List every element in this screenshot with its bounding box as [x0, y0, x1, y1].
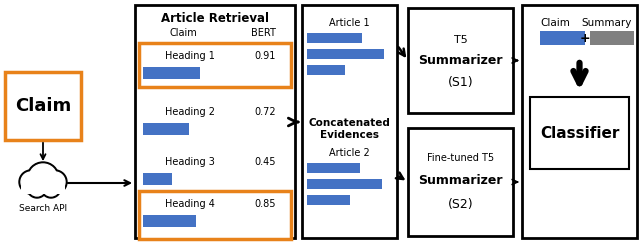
Bar: [21, 186, 65, 194]
Text: 0.45: 0.45: [254, 157, 276, 167]
Text: (S1): (S1): [448, 75, 474, 88]
Bar: [5, 72, 81, 140]
Text: 0.85: 0.85: [254, 199, 276, 209]
Bar: [307, 33, 362, 43]
Text: Heading 2: Heading 2: [165, 107, 215, 117]
Text: Claim: Claim: [540, 18, 570, 28]
Bar: [307, 65, 345, 75]
Circle shape: [29, 180, 45, 196]
Bar: [135, 5, 295, 238]
Text: +: +: [580, 32, 590, 45]
Circle shape: [41, 178, 61, 198]
Text: Article 2: Article 2: [329, 148, 370, 158]
Circle shape: [27, 162, 59, 194]
Circle shape: [27, 178, 47, 198]
Bar: [540, 31, 585, 45]
Bar: [530, 97, 629, 169]
Bar: [302, 5, 397, 238]
Text: Heading 1: Heading 1: [165, 51, 215, 61]
Text: Article Retrieval: Article Retrieval: [161, 12, 269, 25]
Text: Summarizer: Summarizer: [419, 173, 503, 186]
Bar: [143, 173, 172, 185]
Circle shape: [43, 170, 67, 194]
Bar: [408, 8, 513, 113]
Text: Summary: Summary: [582, 18, 632, 28]
Bar: [143, 215, 196, 227]
Text: Claim: Claim: [15, 97, 71, 115]
Bar: [307, 179, 382, 189]
Text: Heading 4: Heading 4: [165, 199, 215, 209]
Text: Claim: Claim: [169, 28, 197, 38]
Circle shape: [19, 170, 43, 194]
Bar: [143, 123, 189, 135]
Text: Concatenated: Concatenated: [308, 118, 390, 128]
Text: BERT: BERT: [251, 28, 275, 38]
Bar: [590, 31, 634, 45]
Bar: [307, 195, 349, 205]
Circle shape: [21, 172, 41, 192]
Text: 0.72: 0.72: [254, 107, 276, 117]
Text: Article 1: Article 1: [329, 18, 370, 28]
Text: Summarizer: Summarizer: [419, 53, 503, 66]
Text: (S2): (S2): [448, 197, 474, 210]
Bar: [408, 128, 513, 236]
Text: T5: T5: [454, 35, 467, 45]
Bar: [143, 67, 200, 79]
Circle shape: [29, 164, 57, 192]
Bar: [307, 49, 383, 59]
Bar: [522, 5, 637, 238]
Text: Heading 3: Heading 3: [165, 157, 215, 167]
Text: Evidences: Evidences: [320, 130, 379, 140]
Text: Search API: Search API: [19, 204, 67, 213]
Bar: [139, 191, 291, 239]
Text: Classifier: Classifier: [540, 125, 619, 140]
Bar: [307, 163, 360, 173]
Text: Fine-tuned T5: Fine-tuned T5: [427, 153, 494, 163]
Circle shape: [45, 172, 65, 192]
Circle shape: [43, 180, 59, 196]
Bar: [139, 43, 291, 87]
Text: 0.91: 0.91: [254, 51, 276, 61]
